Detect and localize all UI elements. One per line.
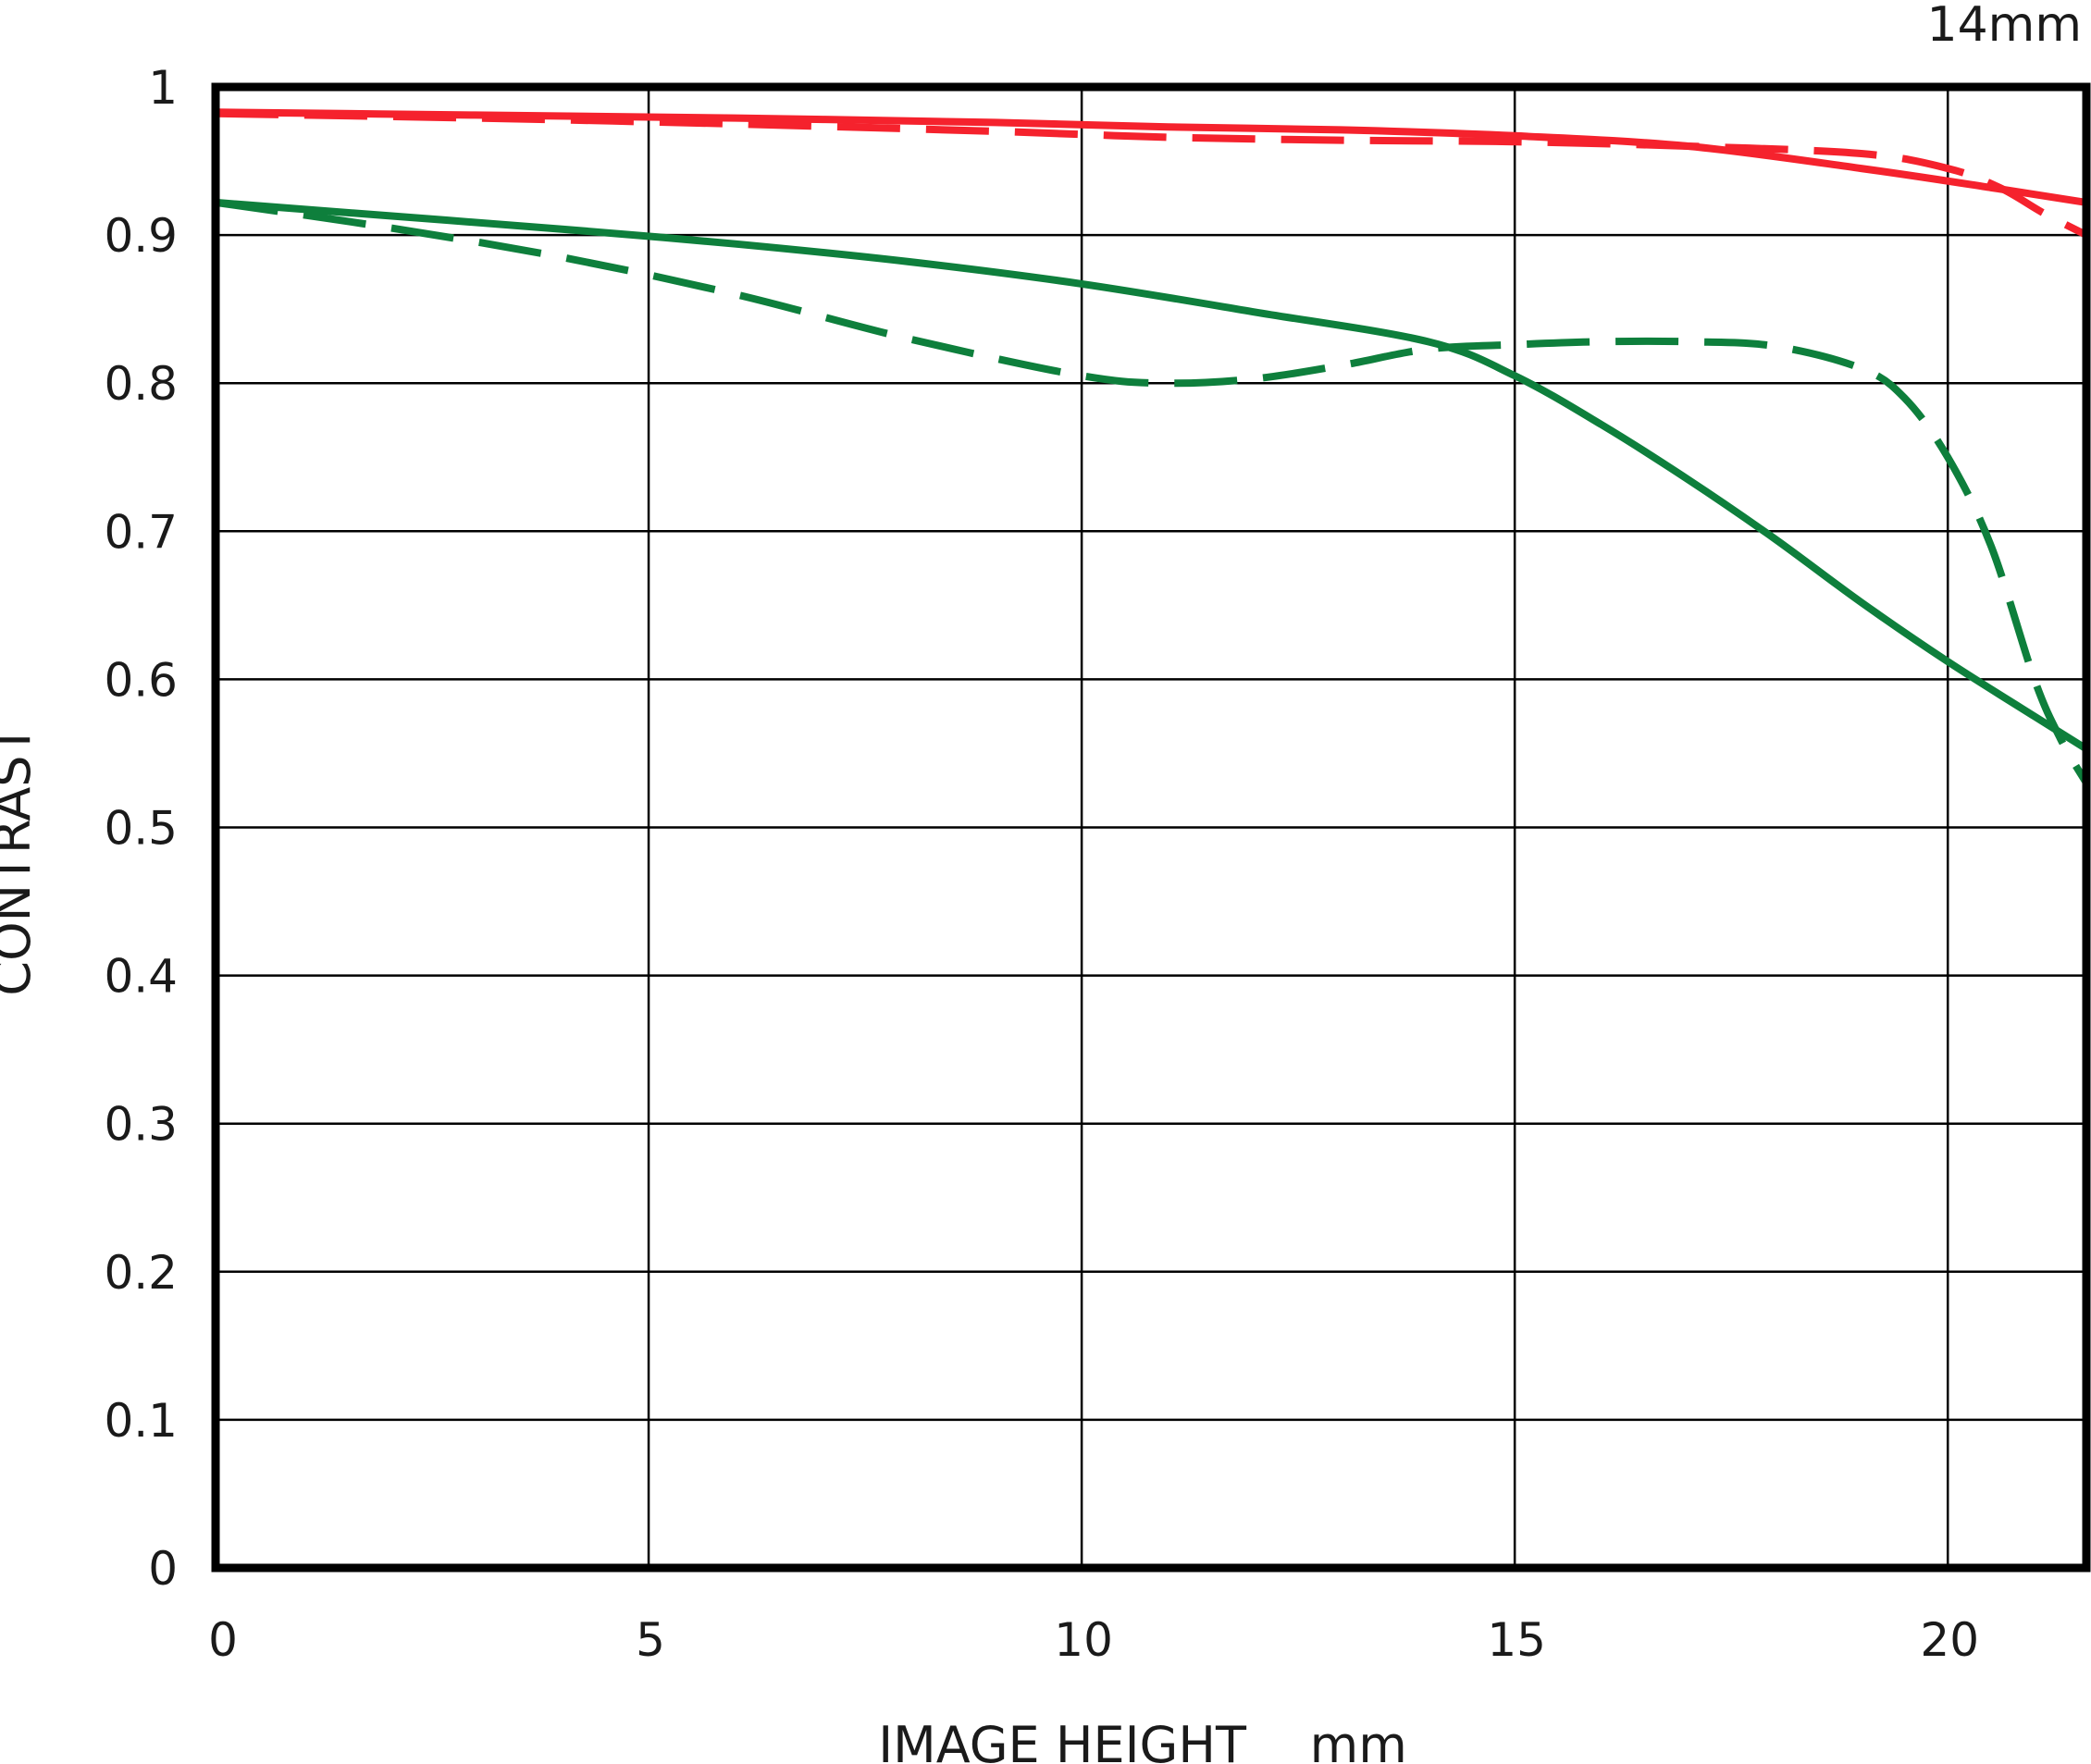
y-tick-labels: 0 0.1 0.2 0.3 0.4 0.5 0.6 0.7 0.8 0.9 1 [104, 61, 178, 1596]
x-tick-label: 10 [1054, 1613, 1113, 1667]
x-tick-label: 0 [208, 1613, 238, 1667]
y-tick-label: 0.7 [104, 505, 178, 559]
green-solid-series-line [215, 198, 2089, 753]
x-tick-labels: 0 5 10 15 20 [208, 1613, 1979, 1667]
corner-label: 14mm [1927, 0, 2082, 53]
red-solid-series-line [215, 108, 2087, 206]
y-axis-title: CONTRAST [0, 723, 42, 995]
grid [216, 87, 2086, 1568]
y-tick-label: 1 [148, 61, 178, 115]
x-tick-label: 15 [1487, 1613, 1546, 1667]
y-tick-label: 0.5 [104, 802, 178, 856]
y-tick-label: 0.9 [104, 209, 178, 263]
y-tick-label: 0.6 [104, 653, 178, 707]
x-tick-label: 20 [1920, 1613, 1979, 1667]
y-tick-label: 0.8 [104, 357, 178, 411]
y-tick-label: 0.4 [104, 950, 178, 1004]
y-tick-label: 0.2 [104, 1246, 178, 1300]
y-tick-label: 0.3 [104, 1098, 178, 1152]
x-axis-title: IMAGE HEIGHT mm [878, 1716, 1407, 1764]
y-tick-label: 0.1 [104, 1394, 178, 1448]
plot-frame [211, 82, 2091, 1573]
x-tick-label: 5 [636, 1613, 665, 1667]
plot-series [215, 108, 2090, 785]
y-tick-label: 0 [148, 1542, 178, 1596]
red-dashed-series-line [215, 109, 2088, 239]
green-dashed-series-line [215, 198, 2090, 785]
